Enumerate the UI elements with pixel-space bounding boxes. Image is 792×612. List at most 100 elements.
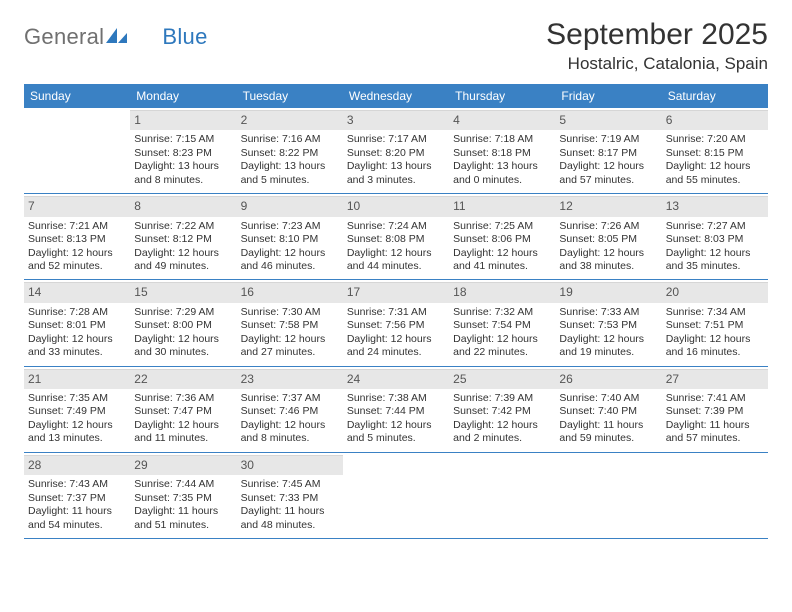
- day-cell: 28Sunrise: 7:43 AMSunset: 7:37 PMDayligh…: [24, 453, 130, 538]
- day-sunset: Sunset: 7:46 PM: [241, 405, 339, 418]
- day-cell: 6Sunrise: 7:20 AMSunset: 8:15 PMDaylight…: [662, 108, 768, 193]
- day-sunset: Sunset: 7:42 PM: [453, 405, 551, 418]
- day-sunset: Sunset: 8:03 PM: [666, 233, 764, 246]
- day-daylight: Daylight: 12 hours and 35 minutes.: [666, 247, 764, 274]
- day-sunrise: Sunrise: 7:19 AM: [559, 133, 657, 146]
- day-cell: 27Sunrise: 7:41 AMSunset: 7:39 PMDayligh…: [662, 367, 768, 452]
- week-row: 21Sunrise: 7:35 AMSunset: 7:49 PMDayligh…: [24, 367, 768, 453]
- daynum-row: 13: [662, 196, 768, 216]
- daynum-row: 10: [343, 196, 449, 216]
- day-sunset: Sunset: 8:15 PM: [666, 147, 764, 160]
- day-sunrise: Sunrise: 7:18 AM: [453, 133, 551, 146]
- day-daylight: Daylight: 12 hours and 57 minutes.: [559, 160, 657, 187]
- day-cell: 20 Sunrise: 7:34 AMSunset: 7:51 PMDayligh…: [662, 280, 768, 365]
- week-row: 1Sunrise: 7:15 AMSunset: 8:23 PMDaylight…: [24, 108, 768, 194]
- day-cell: 29Sunrise: 7:44 AMSunset: 7:35 PMDayligh…: [130, 453, 236, 538]
- day-sunset: Sunset: 8:01 PM: [28, 319, 126, 332]
- day-sunset: Sunset: 7:47 PM: [134, 405, 232, 418]
- day-number: 12: [559, 199, 572, 213]
- header: General Blue September 2025 Hostalric, C…: [24, 18, 768, 74]
- day-number: 15: [134, 285, 147, 299]
- dow-row: SundayMondayTuesdayWednesdayThursdayFrid…: [24, 84, 768, 108]
- day-daylight: Daylight: 12 hours and 5 minutes.: [347, 419, 445, 446]
- day-sunset: Sunset: 8:20 PM: [347, 147, 445, 160]
- daynum-row: [555, 455, 661, 459]
- day-daylight: Daylight: 12 hours and 13 minutes.: [28, 419, 126, 446]
- day-sunset: Sunset: 7:37 PM: [28, 492, 126, 505]
- day-sunrise: Sunrise: 7:36 AM: [134, 392, 232, 405]
- daynum-row: 12: [555, 196, 661, 216]
- day-number: 25: [453, 372, 466, 386]
- day-number: 7: [28, 199, 35, 213]
- day-number: 27: [666, 372, 679, 386]
- day-sunrise: Sunrise: 7:31 AM: [347, 306, 445, 319]
- dow-thursday: Thursday: [449, 84, 555, 108]
- day-cell: 25Sunrise: 7:39 AMSunset: 7:42 PMDayligh…: [449, 367, 555, 452]
- day-sunrise: Sunrise: 7:34 AM: [666, 306, 764, 319]
- day-sunset: Sunset: 8:18 PM: [453, 147, 551, 160]
- day-sunrise: Sunrise: 7:16 AM: [241, 133, 339, 146]
- dow-monday: Monday: [130, 84, 236, 108]
- day-number: 5: [559, 113, 566, 127]
- day-sunset: Sunset: 8:10 PM: [241, 233, 339, 246]
- day-sunrise: Sunrise: 7:45 AM: [241, 478, 339, 491]
- daynum-row: 21: [24, 369, 130, 389]
- logo-sail-icon: [106, 26, 128, 49]
- day-empty: [343, 453, 449, 538]
- day-number: 29: [134, 458, 147, 472]
- daynum-row: 9: [237, 196, 343, 216]
- day-daylight: Daylight: 12 hours and 16 minutes.: [666, 333, 764, 360]
- day-number: 10: [347, 199, 360, 213]
- day-sunrise: Sunrise: 7:22 AM: [134, 220, 232, 233]
- dow-sunday: Sunday: [24, 84, 130, 108]
- day-daylight: Daylight: 12 hours and 55 minutes.: [666, 160, 764, 187]
- daynum-row: 20: [662, 282, 768, 302]
- day-sunrise: Sunrise: 7:38 AM: [347, 392, 445, 405]
- day-sunset: Sunset: 7:58 PM: [241, 319, 339, 332]
- day-sunrise: Sunrise: 7:15 AM: [134, 133, 232, 146]
- day-daylight: Daylight: 11 hours and 51 minutes.: [134, 505, 232, 532]
- daynum-row: 3: [343, 110, 449, 130]
- day-cell: 1Sunrise: 7:15 AMSunset: 8:23 PMDaylight…: [130, 108, 236, 193]
- day-cell: 13Sunrise: 7:27 AMSunset: 8:03 PMDayligh…: [662, 194, 768, 279]
- day-sunset: Sunset: 7:53 PM: [559, 319, 657, 332]
- day-number: 9: [241, 199, 248, 213]
- day-daylight: Daylight: 12 hours and 52 minutes.: [28, 247, 126, 274]
- day-number: 6: [666, 113, 673, 127]
- day-cell: 22Sunrise: 7:36 AMSunset: 7:47 PMDayligh…: [130, 367, 236, 452]
- day-daylight: Daylight: 13 hours and 0 minutes.: [453, 160, 551, 187]
- day-daylight: Daylight: 12 hours and 8 minutes.: [241, 419, 339, 446]
- day-daylight: Daylight: 12 hours and 49 minutes.: [134, 247, 232, 274]
- day-sunrise: Sunrise: 7:17 AM: [347, 133, 445, 146]
- daynum-row: 11: [449, 196, 555, 216]
- day-sunset: Sunset: 7:54 PM: [453, 319, 551, 332]
- day-cell: 2Sunrise: 7:16 AMSunset: 8:22 PMDaylight…: [237, 108, 343, 193]
- daynum-row: 23: [237, 369, 343, 389]
- day-cell: 4Sunrise: 7:18 AMSunset: 8:18 PMDaylight…: [449, 108, 555, 193]
- day-number: 18: [453, 285, 466, 299]
- day-cell: 16Sunrise: 7:30 AMSunset: 7:58 PMDayligh…: [237, 280, 343, 365]
- daynum-row: 22: [130, 369, 236, 389]
- day-cell: 14Sunrise: 7:28 AMSunset: 8:01 PMDayligh…: [24, 280, 130, 365]
- day-cell: 3Sunrise: 7:17 AMSunset: 8:20 PMDaylight…: [343, 108, 449, 193]
- day-sunrise: Sunrise: 7:35 AM: [28, 392, 126, 405]
- day-number: 24: [347, 372, 360, 386]
- day-daylight: Daylight: 12 hours and 41 minutes.: [453, 247, 551, 274]
- daynum-row: 26: [555, 369, 661, 389]
- day-daylight: Daylight: 12 hours and 46 minutes.: [241, 247, 339, 274]
- day-sunrise: Sunrise: 7:37 AM: [241, 392, 339, 405]
- dow-wednesday: Wednesday: [343, 84, 449, 108]
- daynum-row: 1: [130, 110, 236, 130]
- day-cell: 23 Sunrise: 7:37 AMSunset: 7:46 PMDayligh…: [237, 367, 343, 452]
- day-sunrise: Sunrise: 7:21 AM: [28, 220, 126, 233]
- day-sunrise: Sunrise: 7:23 AM: [241, 220, 339, 233]
- day-sunset: Sunset: 8:08 PM: [347, 233, 445, 246]
- day-cell: 19Sunrise: 7:33 AMSunset: 7:53 PMDayligh…: [555, 280, 661, 365]
- day-sunrise: Sunrise: 7:28 AM: [28, 306, 126, 319]
- day-sunset: Sunset: 7:51 PM: [666, 319, 764, 332]
- day-number: 28: [28, 458, 41, 472]
- day-number: 16: [241, 285, 254, 299]
- day-sunrise: Sunrise: 7:26 AM: [559, 220, 657, 233]
- day-sunset: Sunset: 8:22 PM: [241, 147, 339, 160]
- daynum-row: 30: [237, 455, 343, 475]
